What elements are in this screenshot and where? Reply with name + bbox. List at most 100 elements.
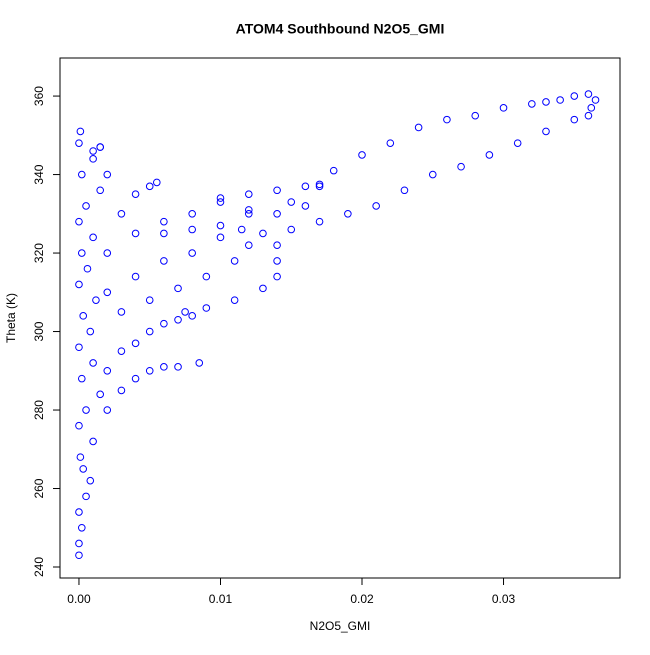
point <box>315 182 324 191</box>
point <box>259 229 267 238</box>
point <box>92 296 100 304</box>
point <box>542 127 550 136</box>
point <box>273 210 281 218</box>
point <box>287 225 296 234</box>
y-tick-label: 360 <box>32 86 46 106</box>
point <box>188 210 196 218</box>
point <box>414 123 423 132</box>
point <box>160 319 168 328</box>
point <box>471 111 480 120</box>
point <box>76 127 85 136</box>
point <box>513 139 522 147</box>
point <box>75 139 83 147</box>
point <box>96 143 104 151</box>
y-tick-label: 300 <box>32 321 46 341</box>
point <box>160 229 168 238</box>
point <box>145 327 154 336</box>
point <box>76 453 85 461</box>
point <box>77 374 86 383</box>
point <box>131 272 140 281</box>
point <box>428 170 437 179</box>
y-tick-label: 320 <box>32 243 46 263</box>
point <box>174 284 182 293</box>
point <box>75 217 83 226</box>
point <box>591 96 600 104</box>
point <box>131 229 140 238</box>
chart-title: ATOM4 Southbound N2O5_GMI <box>236 21 445 37</box>
point <box>301 182 310 191</box>
point <box>117 308 126 316</box>
point <box>96 186 104 195</box>
point <box>259 284 267 293</box>
point <box>160 217 168 226</box>
point <box>86 327 95 336</box>
point <box>273 241 281 249</box>
point <box>75 421 83 430</box>
point <box>216 233 225 242</box>
point <box>244 206 253 214</box>
point <box>188 312 196 320</box>
point <box>587 104 596 112</box>
point <box>181 308 189 316</box>
point <box>216 194 225 202</box>
point <box>77 249 86 257</box>
point <box>344 210 352 218</box>
point <box>131 339 140 348</box>
point <box>89 359 97 367</box>
point <box>103 406 112 414</box>
point <box>237 225 246 234</box>
point <box>244 241 253 249</box>
point <box>315 217 324 226</box>
point <box>75 343 83 352</box>
point <box>301 202 310 210</box>
point <box>103 288 112 297</box>
point <box>77 170 86 179</box>
point <box>202 304 211 312</box>
x-tick-label: 0.00 <box>67 592 91 606</box>
point <box>103 366 112 375</box>
point <box>358 151 366 159</box>
point <box>273 186 281 195</box>
y-tick-label: 260 <box>32 478 46 498</box>
point <box>131 374 140 383</box>
point <box>287 198 296 206</box>
point <box>86 476 95 485</box>
point <box>499 104 508 112</box>
point <box>485 151 494 159</box>
point <box>79 465 88 473</box>
point <box>145 366 154 375</box>
point <box>83 264 92 273</box>
point <box>153 178 161 187</box>
point <box>542 98 550 106</box>
y-tick-label: 340 <box>32 164 46 184</box>
point <box>188 225 196 234</box>
point <box>273 272 281 281</box>
point <box>584 111 593 120</box>
point <box>75 280 83 289</box>
y-tick-label: 240 <box>32 557 46 577</box>
point <box>75 539 83 548</box>
point <box>230 296 239 304</box>
point <box>443 115 451 124</box>
point <box>570 115 579 124</box>
point <box>117 386 126 395</box>
x-tick-label: 0.03 <box>492 592 516 606</box>
plot-box <box>59 57 621 579</box>
point <box>372 202 380 210</box>
point <box>244 190 253 198</box>
y-tick-label: 280 <box>32 400 46 420</box>
x-tick-label: 0.01 <box>209 592 233 606</box>
point <box>556 96 564 104</box>
point <box>75 508 83 516</box>
point <box>174 315 182 324</box>
point <box>82 202 90 210</box>
x-tick-label: 0.02 <box>350 592 374 606</box>
point <box>188 249 196 257</box>
point <box>89 147 97 155</box>
point <box>79 312 88 320</box>
point <box>315 180 324 189</box>
point <box>145 182 154 191</box>
point <box>89 155 97 163</box>
point <box>244 210 253 218</box>
